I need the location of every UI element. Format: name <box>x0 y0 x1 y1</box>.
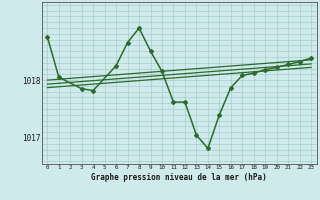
X-axis label: Graphe pression niveau de la mer (hPa): Graphe pression niveau de la mer (hPa) <box>91 173 267 182</box>
